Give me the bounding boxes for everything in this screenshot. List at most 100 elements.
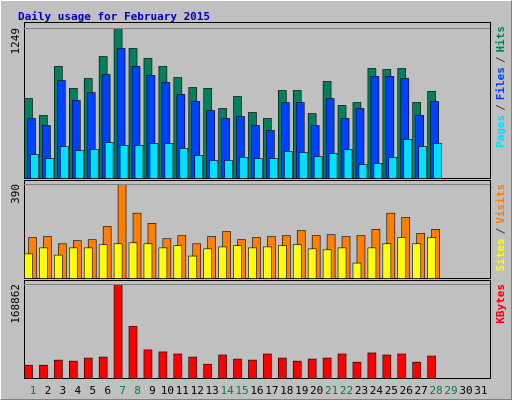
bar	[307, 248, 317, 279]
x-tick-label: 1	[30, 384, 37, 397]
bar	[68, 247, 78, 279]
legend-entry: KBytes	[494, 284, 507, 324]
legend: Pages / Files / Hits	[494, 26, 507, 148]
bar	[278, 357, 287, 379]
bar	[233, 358, 242, 379]
y-tick-label: 390	[9, 184, 22, 204]
bar	[397, 353, 407, 379]
y-tick-label: 1249	[9, 28, 22, 55]
x-tick-label: 16	[250, 384, 263, 397]
bar	[134, 145, 144, 179]
bar	[98, 244, 108, 279]
bar	[179, 148, 189, 179]
bar	[164, 143, 174, 179]
bar	[24, 364, 33, 379]
bar	[60, 146, 69, 179]
bar	[194, 155, 204, 179]
bar	[158, 351, 168, 379]
x-tick-label: 7	[119, 384, 126, 397]
bar	[68, 360, 78, 379]
x-tick-label: 18	[280, 384, 293, 397]
bar	[298, 152, 308, 179]
bar	[292, 360, 302, 379]
x-tick-label: 13	[206, 384, 219, 397]
bar	[218, 354, 227, 379]
bar	[158, 247, 168, 279]
x-tick-label: 25	[385, 384, 398, 397]
bar	[367, 247, 377, 279]
x-tick-label: 19	[295, 384, 308, 397]
bar	[239, 157, 248, 179]
bar	[322, 249, 332, 279]
bar	[284, 151, 293, 179]
bar	[370, 76, 380, 179]
bar	[30, 154, 39, 179]
bar	[433, 143, 442, 179]
x-tick-label: 12	[191, 384, 204, 397]
bar	[98, 356, 108, 379]
bar	[209, 160, 218, 179]
x-tick-label: 17	[265, 384, 278, 397]
bar	[358, 164, 368, 179]
x-tick-label: 28	[429, 384, 442, 397]
bar	[218, 246, 227, 279]
bar	[248, 247, 257, 279]
bar	[104, 142, 114, 179]
bar	[224, 160, 233, 179]
legend-entry: Pages	[494, 115, 507, 148]
x-tick-label: 27	[415, 384, 428, 397]
bar	[313, 156, 323, 179]
bar	[292, 244, 302, 279]
legend-separator: /	[494, 227, 507, 234]
bar	[278, 245, 287, 279]
legend: KBytes	[494, 284, 507, 324]
x-tick-label: 2	[45, 384, 52, 397]
bar	[248, 359, 257, 379]
bar	[54, 359, 63, 379]
x-tick-label: 8	[134, 384, 141, 397]
bar	[203, 363, 212, 379]
bar	[412, 361, 421, 379]
x-tick-label: 31	[474, 384, 487, 397]
bar	[263, 246, 272, 279]
x-tick-label: 15	[235, 384, 248, 397]
legend: Sites / Visits	[494, 184, 507, 272]
x-tick-label: 4	[74, 384, 81, 397]
bar	[427, 237, 436, 279]
bar	[337, 247, 347, 279]
legend-separator: /	[494, 104, 507, 111]
bar	[83, 247, 93, 279]
x-tick-label: 10	[161, 384, 174, 397]
legend-entry: Visits	[494, 184, 507, 224]
x-tick-label: 21	[325, 384, 338, 397]
legend-entry: Files	[494, 67, 507, 100]
x-tick-label: 20	[310, 384, 323, 397]
x-tick-label: 5	[89, 384, 96, 397]
bar	[143, 243, 153, 279]
x-tick-label: 22	[340, 384, 353, 397]
chart-title: Daily usage for February 2015	[18, 10, 210, 23]
bar	[74, 150, 84, 179]
bar	[45, 158, 54, 179]
legend-entry: Sites	[494, 238, 507, 271]
bar	[203, 248, 212, 279]
x-tick-label: 6	[104, 384, 111, 397]
bar	[113, 243, 123, 279]
x-tick-label: 3	[60, 384, 67, 397]
bar	[397, 237, 407, 279]
x-tick-label: 14	[220, 384, 234, 397]
legend-separator: /	[494, 56, 507, 63]
bar	[382, 354, 392, 379]
bar	[54, 254, 63, 279]
bar	[233, 245, 242, 279]
x-tick-label: 9	[149, 384, 156, 397]
x-tick-label: 24	[370, 384, 384, 397]
bar	[149, 143, 159, 179]
bar	[328, 153, 338, 179]
bar	[188, 356, 198, 379]
bar	[24, 253, 33, 279]
legend-entry: Hits	[494, 26, 507, 53]
bar	[427, 355, 436, 379]
bar	[337, 353, 347, 379]
bar	[39, 364, 48, 379]
